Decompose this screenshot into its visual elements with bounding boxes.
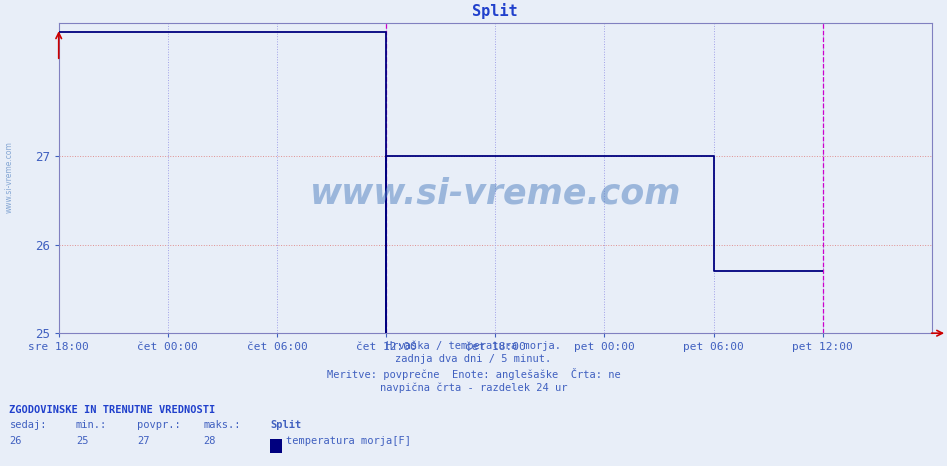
Text: 28: 28 — [204, 436, 216, 446]
Text: maks.:: maks.: — [204, 420, 241, 430]
Text: ZGODOVINSKE IN TRENUTNE VREDNOSTI: ZGODOVINSKE IN TRENUTNE VREDNOSTI — [9, 405, 216, 415]
Text: Split: Split — [270, 420, 301, 431]
Text: navpična črta - razdelek 24 ur: navpična črta - razdelek 24 ur — [380, 382, 567, 393]
Text: 26: 26 — [9, 436, 22, 446]
Text: zadnja dva dni / 5 minut.: zadnja dva dni / 5 minut. — [396, 354, 551, 364]
Text: www.si-vreme.com: www.si-vreme.com — [310, 177, 681, 211]
Text: www.si-vreme.com: www.si-vreme.com — [5, 141, 14, 213]
Text: 27: 27 — [137, 436, 150, 446]
Text: temperatura morja[F]: temperatura morja[F] — [286, 436, 411, 446]
Title: Split: Split — [473, 3, 518, 20]
Text: min.:: min.: — [76, 420, 107, 430]
Text: Meritve: povprečne  Enote: anglešaške  Črta: ne: Meritve: povprečne Enote: anglešaške Črt… — [327, 368, 620, 380]
Text: sedaj:: sedaj: — [9, 420, 47, 430]
Text: 25: 25 — [76, 436, 88, 446]
Text: Hrvaška / temperatura morja.: Hrvaška / temperatura morja. — [386, 340, 561, 351]
Text: povpr.:: povpr.: — [137, 420, 181, 430]
